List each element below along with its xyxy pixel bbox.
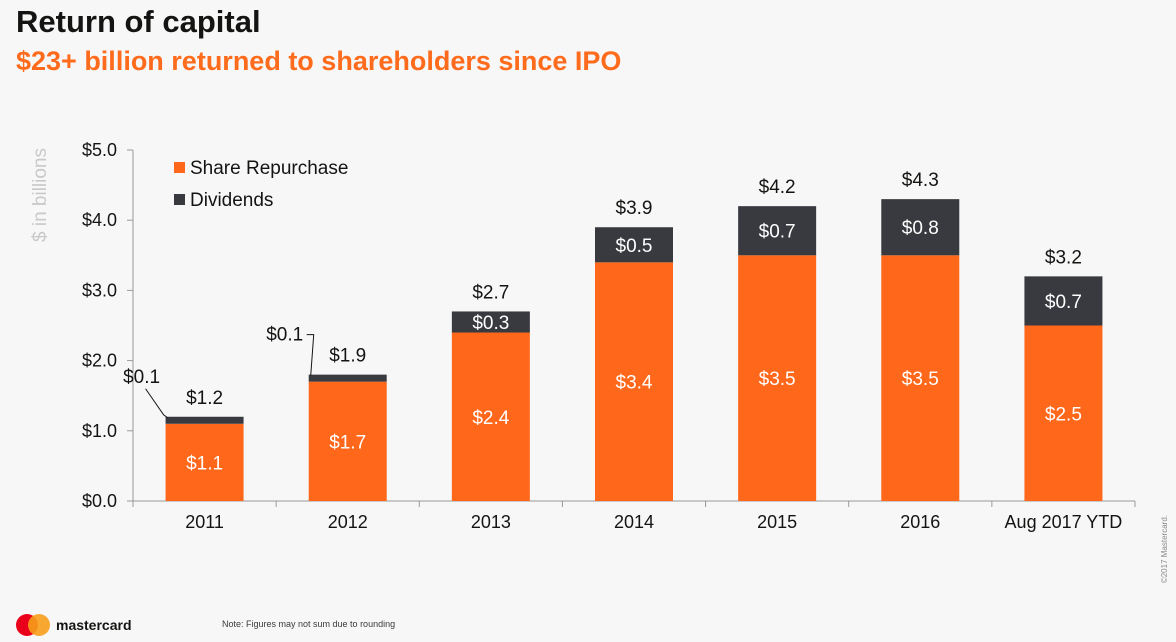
bar-label-share-repurchase: $2.5 bbox=[1045, 404, 1082, 425]
bar-label-share-repurchase: $3.5 bbox=[902, 369, 939, 390]
bar-total-label: $2.7 bbox=[472, 282, 509, 303]
bar-label-dividends: $0.3 bbox=[472, 313, 509, 334]
bar-share-repurchase bbox=[595, 262, 673, 501]
bar-share-repurchase bbox=[451, 332, 530, 501]
x-tick-label: 2011 bbox=[185, 512, 224, 532]
bar-dividends bbox=[451, 311, 530, 333]
bar-dividends bbox=[738, 206, 817, 256]
brand-name: mastercard bbox=[56, 617, 132, 633]
footnote: Note: Figures may not sum due to roundin… bbox=[222, 619, 396, 629]
bar-total-label: $1.2 bbox=[186, 388, 223, 409]
bar-dividends bbox=[595, 227, 673, 263]
bar-label-dividends: $0.1 bbox=[123, 367, 160, 388]
bar-label-dividends: $0.1 bbox=[266, 325, 303, 346]
x-tick-label: 2013 bbox=[471, 512, 511, 532]
y-tick-label: $3.0 bbox=[82, 280, 117, 300]
bar-label-share-repurchase: $3.5 bbox=[759, 369, 796, 390]
mastercard-logo-icon bbox=[16, 614, 50, 636]
x-tick-label: 2012 bbox=[328, 512, 368, 532]
legend-swatch bbox=[174, 162, 185, 173]
y-tick-label: $1.0 bbox=[82, 421, 117, 441]
bar-dividends bbox=[881, 199, 960, 256]
callout-leader-line bbox=[306, 334, 315, 376]
bar-share-repurchase bbox=[881, 255, 960, 501]
page-subtitle: $23+ billion returned to shareholders si… bbox=[16, 46, 622, 76]
x-tick-label: 2015 bbox=[757, 512, 797, 532]
bar-label-share-repurchase: $2.4 bbox=[472, 408, 509, 429]
y-tick-label: $5.0 bbox=[82, 140, 117, 160]
brand: mastercard bbox=[16, 613, 132, 637]
bar-share-repurchase bbox=[1024, 325, 1103, 501]
bar-total-label: $4.2 bbox=[759, 177, 796, 198]
bar-label-dividends: $0.5 bbox=[616, 236, 653, 257]
callout-leader-line bbox=[145, 388, 168, 419]
y-tick-label: $0.0 bbox=[82, 491, 117, 511]
page-title: Return of capital bbox=[16, 4, 261, 39]
bar-label-dividends: $0.8 bbox=[902, 218, 939, 239]
bar-total-label: $3.9 bbox=[616, 198, 653, 219]
bar-share-repurchase bbox=[308, 381, 387, 501]
bar-share-repurchase bbox=[738, 255, 817, 501]
bar-total-label: $3.2 bbox=[1045, 247, 1082, 268]
bar-dividends bbox=[308, 374, 387, 382]
bar-dividends bbox=[1024, 276, 1103, 326]
legend-swatch bbox=[174, 194, 185, 205]
legend-label: Dividends bbox=[190, 190, 273, 211]
bar-label-dividends: $0.7 bbox=[1045, 292, 1082, 313]
bar-label-share-repurchase: $3.4 bbox=[616, 373, 653, 394]
x-tick-label: Aug 2017 YTD bbox=[1005, 512, 1123, 532]
bar-label-share-repurchase: $1.7 bbox=[329, 432, 366, 453]
y-tick-label: $4.0 bbox=[82, 210, 117, 230]
stacked-bar-chart: $0.0 $1.0 $2.0 $3.0 $4.0 $5.0 $ in billions $1.… bbox=[30, 140, 1136, 532]
y-axis-title: $ in billions bbox=[30, 148, 51, 242]
bar-total-label: $4.3 bbox=[902, 170, 939, 191]
bar-label-dividends: $0.7 bbox=[759, 222, 796, 243]
bar-share-repurchase bbox=[165, 423, 244, 501]
legend-label: Share Repurchase bbox=[190, 158, 348, 179]
bar-label-share-repurchase: $1.1 bbox=[186, 453, 223, 474]
bar-total-label: $1.9 bbox=[329, 346, 366, 367]
x-tick-label: 2014 bbox=[614, 512, 654, 532]
x-tick-label: 2016 bbox=[900, 512, 940, 532]
y-tick-label: $2.0 bbox=[82, 351, 117, 371]
bar-dividends bbox=[165, 416, 244, 424]
